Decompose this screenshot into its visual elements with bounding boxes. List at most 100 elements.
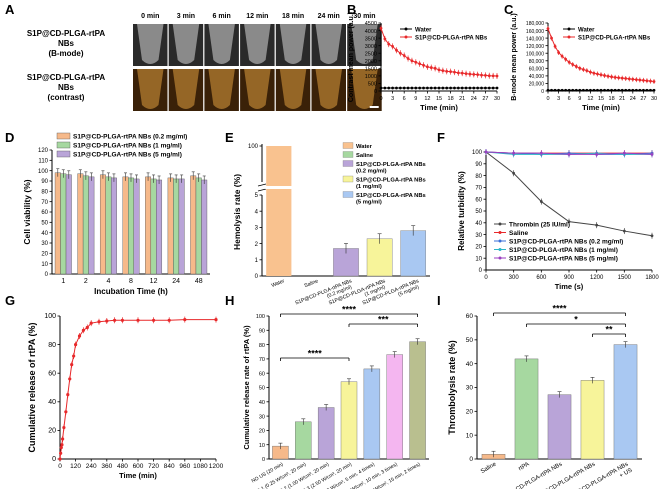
- data-point: [484, 150, 488, 154]
- x-tick-label: rtPA: [518, 462, 531, 473]
- data-point: [437, 68, 441, 72]
- legend-swatch: [56, 141, 71, 149]
- bar: [128, 177, 134, 275]
- y-tick-label: 0: [374, 89, 377, 95]
- data-point: [603, 74, 606, 77]
- panel-i-thrombolysis-chart: 0 10 20 30 40 50 60 Thrombolysis rate (%) Saline…: [447, 304, 642, 489]
- x-tick-label: 24: [471, 96, 477, 102]
- data-point: [617, 88, 621, 92]
- time-label: 24 min: [318, 13, 340, 20]
- data-point: [77, 334, 82, 338]
- data-point: [560, 54, 564, 58]
- data-point: [491, 86, 495, 90]
- y-tick-label: 60,000: [529, 67, 545, 73]
- data-point: [550, 36, 553, 40]
- data-point: [560, 88, 564, 92]
- axis-break-gap: [258, 187, 272, 190]
- data-point: [453, 70, 456, 74]
- y-tick-label: 3: [255, 226, 259, 232]
- y-tick-label: 40: [41, 231, 48, 237]
- y-tick-label: 30: [259, 414, 265, 420]
- row-label: S1P@CD-PLGA-rtPA: [27, 73, 106, 82]
- data-point: [406, 86, 410, 90]
- data-point: [487, 86, 491, 90]
- panel-f-turbidity-chart: 0 10 20 30 40 50 60 70 80 90 100 0 300 600 900 1200 1500…: [457, 149, 659, 291]
- y-tick-label: 100,000: [526, 51, 544, 57]
- bar: [65, 174, 72, 275]
- data-point: [649, 88, 652, 92]
- y-tick-label: 20: [41, 252, 48, 258]
- bar: [150, 178, 157, 275]
- data-point: [603, 88, 606, 92]
- y-axis-title: Contrast mean power (a.u.): [348, 12, 355, 102]
- data-point: [167, 318, 171, 322]
- data-point: [418, 62, 422, 66]
- y-tick-label: 20,000: [529, 82, 545, 88]
- data-point: [652, 80, 656, 83]
- data-point: [59, 445, 63, 450]
- data-point: [617, 76, 621, 80]
- panel-letter-g: G: [5, 293, 15, 308]
- bar: [514, 358, 539, 460]
- panel-letter-h: H: [225, 293, 234, 308]
- y-tick-label: 50: [259, 386, 265, 392]
- bar: [105, 176, 112, 275]
- data-point: [410, 86, 414, 90]
- speckle-cone: [315, 24, 342, 64]
- significance-label: ****: [308, 349, 323, 359]
- legend-label: Saline: [356, 153, 374, 159]
- speckle-cone: [279, 24, 307, 64]
- data-point: [595, 223, 599, 227]
- y-tick-label: 40: [475, 221, 482, 227]
- data-point: [445, 69, 449, 73]
- x-axis-title: Time (s): [555, 282, 584, 291]
- x-tick-label: 30: [651, 96, 657, 102]
- data-point: [441, 69, 445, 72]
- x-tick-label: 720: [148, 463, 159, 470]
- y-tick-label: 70: [475, 186, 482, 192]
- panel-letter-e: E: [225, 130, 234, 145]
- legend-swatch: [342, 191, 354, 198]
- data-point: [445, 86, 449, 90]
- y-axis-title: Cumulative release of rtPA (%): [27, 322, 37, 452]
- y-tick-label: 4: [255, 209, 259, 215]
- x-tick-label: 6: [403, 96, 406, 102]
- row-label: NBs: [58, 39, 75, 48]
- legend-label: Saline: [509, 230, 529, 237]
- bar: [363, 368, 381, 460]
- data-point: [491, 74, 495, 78]
- data-point: [449, 70, 452, 74]
- panel-e-hemolysis-chart: 0 1 2 3 4 5 100 Water Saline S1P@CD-PLGA-rtPA NBs…: [232, 142, 430, 307]
- data-point: [379, 86, 383, 90]
- data-point: [589, 70, 592, 74]
- bar: [99, 174, 106, 275]
- y-tick-label: 100: [44, 313, 56, 320]
- legend-marker: [498, 256, 502, 260]
- x-tick-label: 12: [587, 96, 593, 102]
- x-tick-label: 9: [578, 96, 581, 102]
- panel-h-release-rate-chart: 0 10 20 30 40 50 60 70 80 90 100 Cumulative release…: [242, 305, 429, 489]
- time-label: 12 min: [246, 13, 268, 20]
- axis-break-mark: [257, 188, 267, 192]
- data-point: [599, 73, 603, 77]
- x-tick-label: 300: [509, 275, 520, 281]
- data-point: [592, 88, 596, 92]
- y-tick-label: 70: [41, 200, 48, 206]
- y-tick-label: 90: [259, 329, 265, 335]
- data-point: [557, 51, 560, 54]
- panel-letter-b: B: [347, 2, 356, 17]
- data-point: [480, 86, 483, 90]
- data-point: [402, 54, 406, 57]
- y-tick-label: 70: [259, 357, 265, 363]
- data-point: [596, 88, 599, 92]
- data-point: [567, 88, 571, 92]
- y-tick-label: 1000: [365, 74, 377, 80]
- legend-label: S1P@CD-PLGA-rtPA NBs (5 mg/ml): [73, 152, 182, 159]
- x-tick-label: 1500: [618, 275, 632, 281]
- bar: [195, 177, 202, 275]
- legend-label: S1P@CD-PLGA-rtPA NBs (0.2 mg/ml): [73, 134, 187, 141]
- row-label: S1P@CD-PLGA-rtPA: [27, 29, 106, 38]
- x-tick-label: 15: [436, 96, 442, 102]
- speckle-cone: [137, 69, 164, 109]
- data-point: [553, 45, 557, 48]
